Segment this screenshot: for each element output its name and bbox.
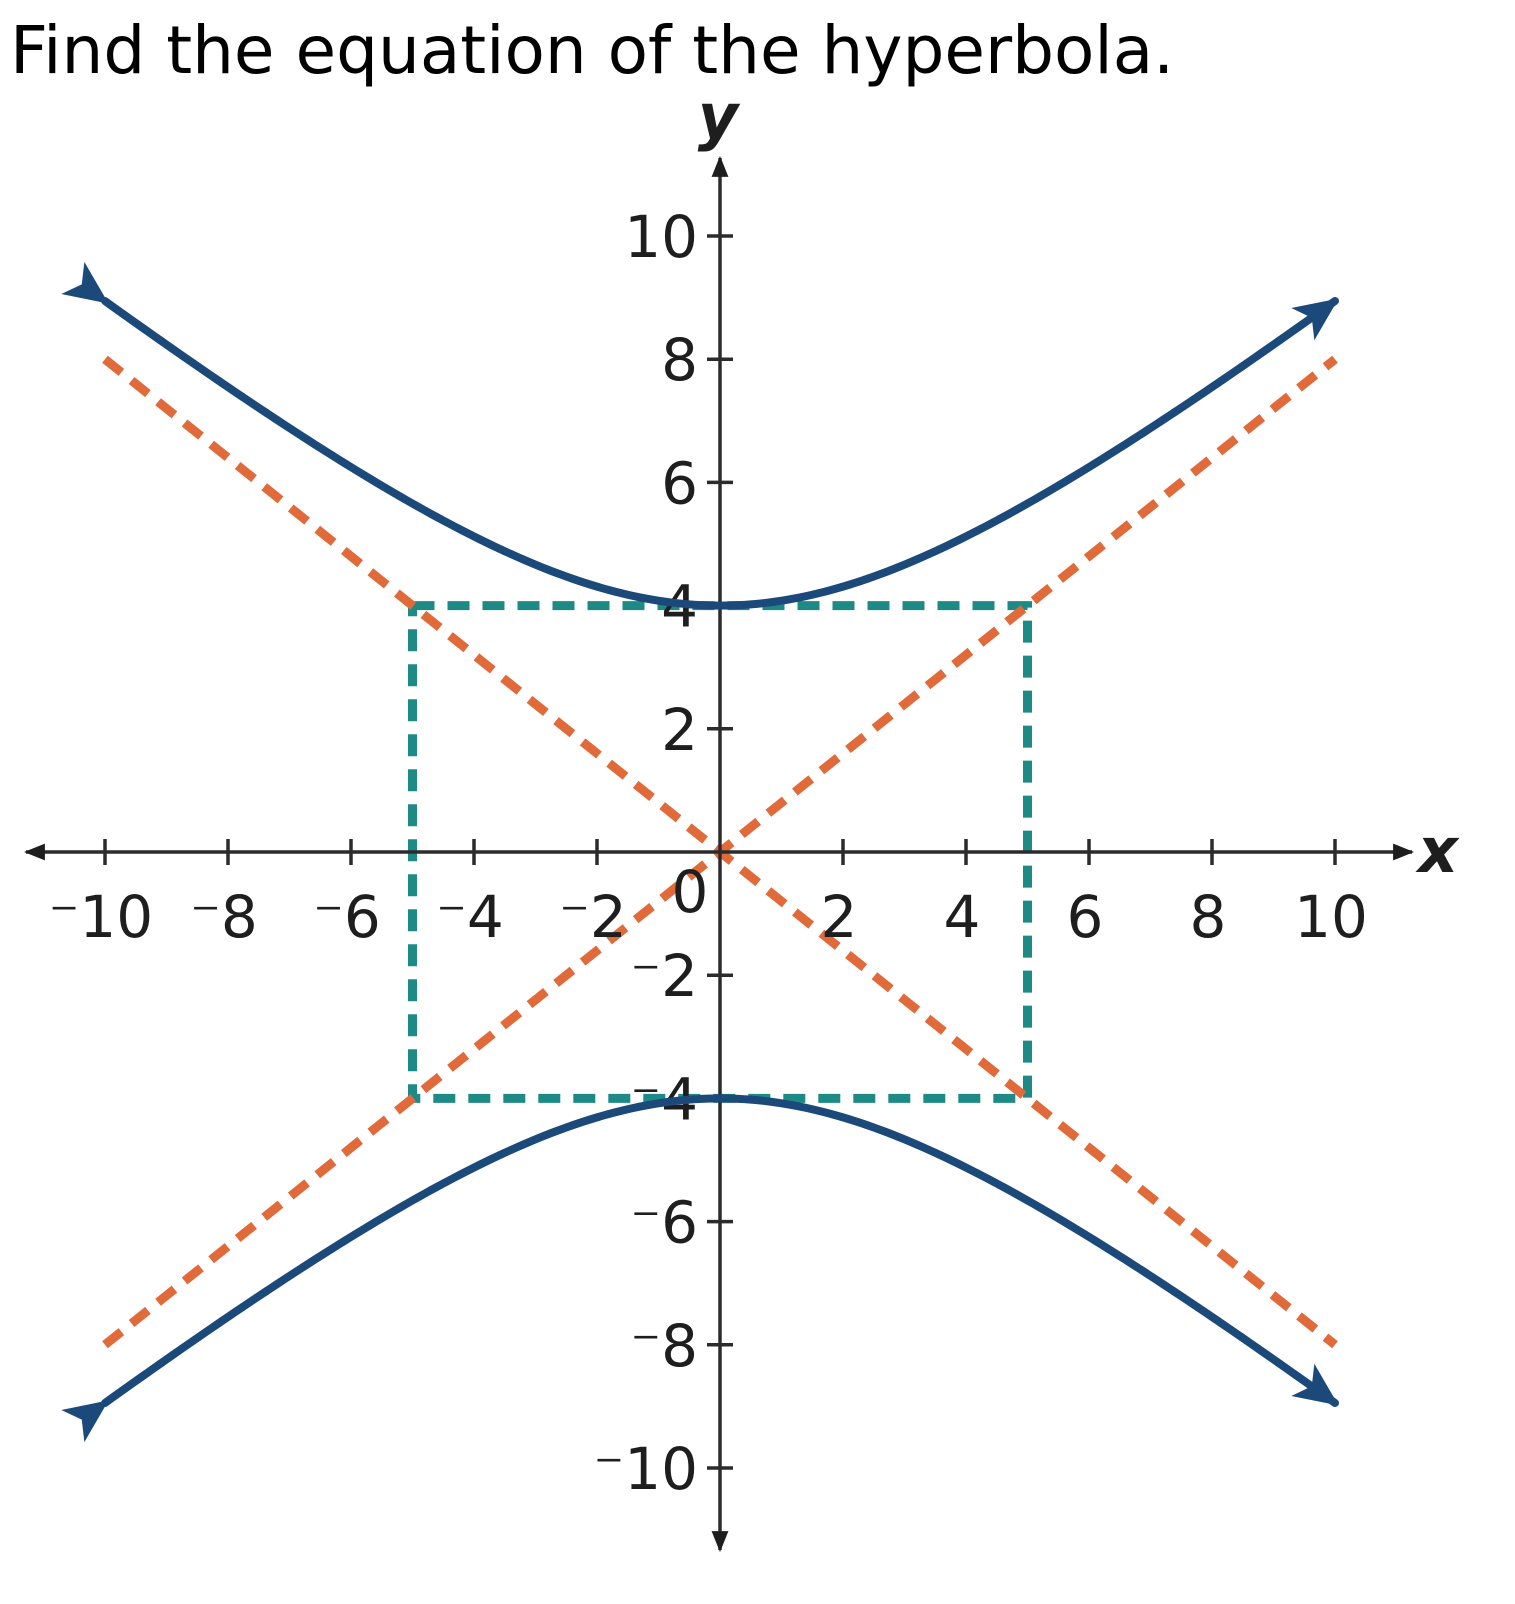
x-tick-label: ⁻2	[559, 883, 627, 951]
y-tick-label: ⁻8	[630, 1312, 698, 1380]
x-tick-label: 2	[821, 883, 858, 951]
x-tick-label: ⁻6	[313, 883, 381, 951]
x-axis-label: x	[1415, 814, 1460, 887]
x-tick-label: 4	[944, 883, 981, 951]
y-tick-label: ⁻10	[594, 1435, 698, 1503]
y-tick-label: ⁻2	[630, 942, 698, 1010]
x-tick-label: 8	[1190, 883, 1227, 951]
x-tick-label: 0	[672, 858, 709, 926]
y-tick-label: 2	[661, 696, 698, 764]
y-tick-label: 10	[624, 203, 698, 271]
x-axis-ticks: ⁻10 ⁻8 ⁻6 ⁻4 ⁻2 0 2 4 6 8 10	[49, 839, 1368, 951]
hyperbola-upper-branch	[61, 261, 1339, 610]
x-tick-label: ⁻8	[190, 883, 258, 951]
x-tick-label: ⁻10	[49, 883, 153, 951]
y-axis-label: y	[698, 80, 741, 153]
y-tick-label: ⁻6	[630, 1189, 698, 1257]
question-text: Find the equation of the hyperbola.	[10, 12, 1175, 89]
x-tick-label: 10	[1294, 883, 1368, 951]
x-tick-label: ⁻4	[436, 883, 504, 951]
y-tick-label: 6	[661, 449, 698, 517]
hyperbola-lower-branch	[61, 1094, 1339, 1443]
x-tick-label: 6	[1067, 883, 1104, 951]
y-tick-label: 8	[661, 326, 698, 394]
hyperbola-branches	[61, 261, 1339, 1443]
